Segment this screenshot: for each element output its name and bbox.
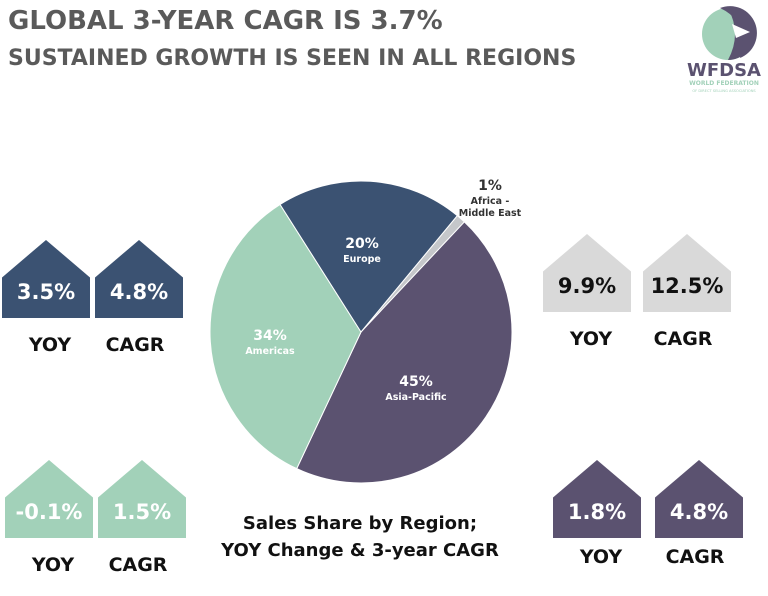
- yoy-value: 3.5%: [16, 280, 76, 304]
- page-title: GLOBAL 3-YEAR CAGR IS 3.7%: [8, 6, 443, 36]
- svg-text:WFDSA: WFDSA: [687, 60, 761, 81]
- slice-category-label: Asia-Pacific: [385, 392, 446, 403]
- slice-value-label: 20%: [345, 236, 379, 252]
- svg-text:WORLD FEDERATION: WORLD FEDERATION: [689, 80, 759, 87]
- yoy-value: -0.1%: [15, 500, 83, 524]
- cagr-value: 4.8%: [669, 500, 729, 524]
- cagr-value: 12.5%: [650, 274, 724, 298]
- cagr-label: CAGR: [105, 334, 165, 356]
- slice-value-label: 1%: [478, 178, 502, 194]
- cagr-value: 4.8%: [109, 280, 169, 304]
- slice-category-label: Europe: [343, 254, 381, 265]
- yoy-label: YOY: [579, 546, 623, 568]
- slice-category-label: Middle East: [459, 208, 522, 219]
- page-subtitle: SUSTAINED GROWTH IS SEEN IN ALL REGIONS: [8, 46, 577, 71]
- cagr-value: 1.5%: [112, 500, 172, 524]
- caption-line: YOY Change & 3-year CAGR: [221, 540, 499, 561]
- yoy-label: YOY: [569, 328, 613, 350]
- cagr-label: CAGR: [108, 554, 168, 576]
- yoy-label: YOY: [31, 554, 75, 576]
- cagr-label: CAGR: [653, 328, 713, 350]
- slice-category-label: Americas: [245, 346, 295, 357]
- yoy-label: YOY: [28, 334, 72, 356]
- slice-value-label: 45%: [399, 374, 433, 390]
- slice-category-label: Africa -: [471, 196, 510, 207]
- pie-slice: [209, 203, 362, 470]
- chart-caption: Sales Share by Region; YOY Change & 3-ye…: [200, 510, 520, 564]
- svg-text:OF DIRECT SELLING ASSOCIATIONS: OF DIRECT SELLING ASSOCIATIONS: [692, 89, 756, 93]
- yoy-value: 1.8%: [567, 500, 627, 524]
- cagr-label: CAGR: [665, 546, 725, 568]
- pie-slice: [279, 180, 458, 333]
- pie-slice: [296, 221, 513, 484]
- caption-line: Sales Share by Region;: [242, 513, 478, 534]
- slice-value-label: 34%: [253, 328, 287, 344]
- wfdsa-logo: WFDSA WORLD FEDERATION OF DIRECT SELLING…: [687, 6, 761, 93]
- yoy-value: 9.9%: [557, 274, 617, 298]
